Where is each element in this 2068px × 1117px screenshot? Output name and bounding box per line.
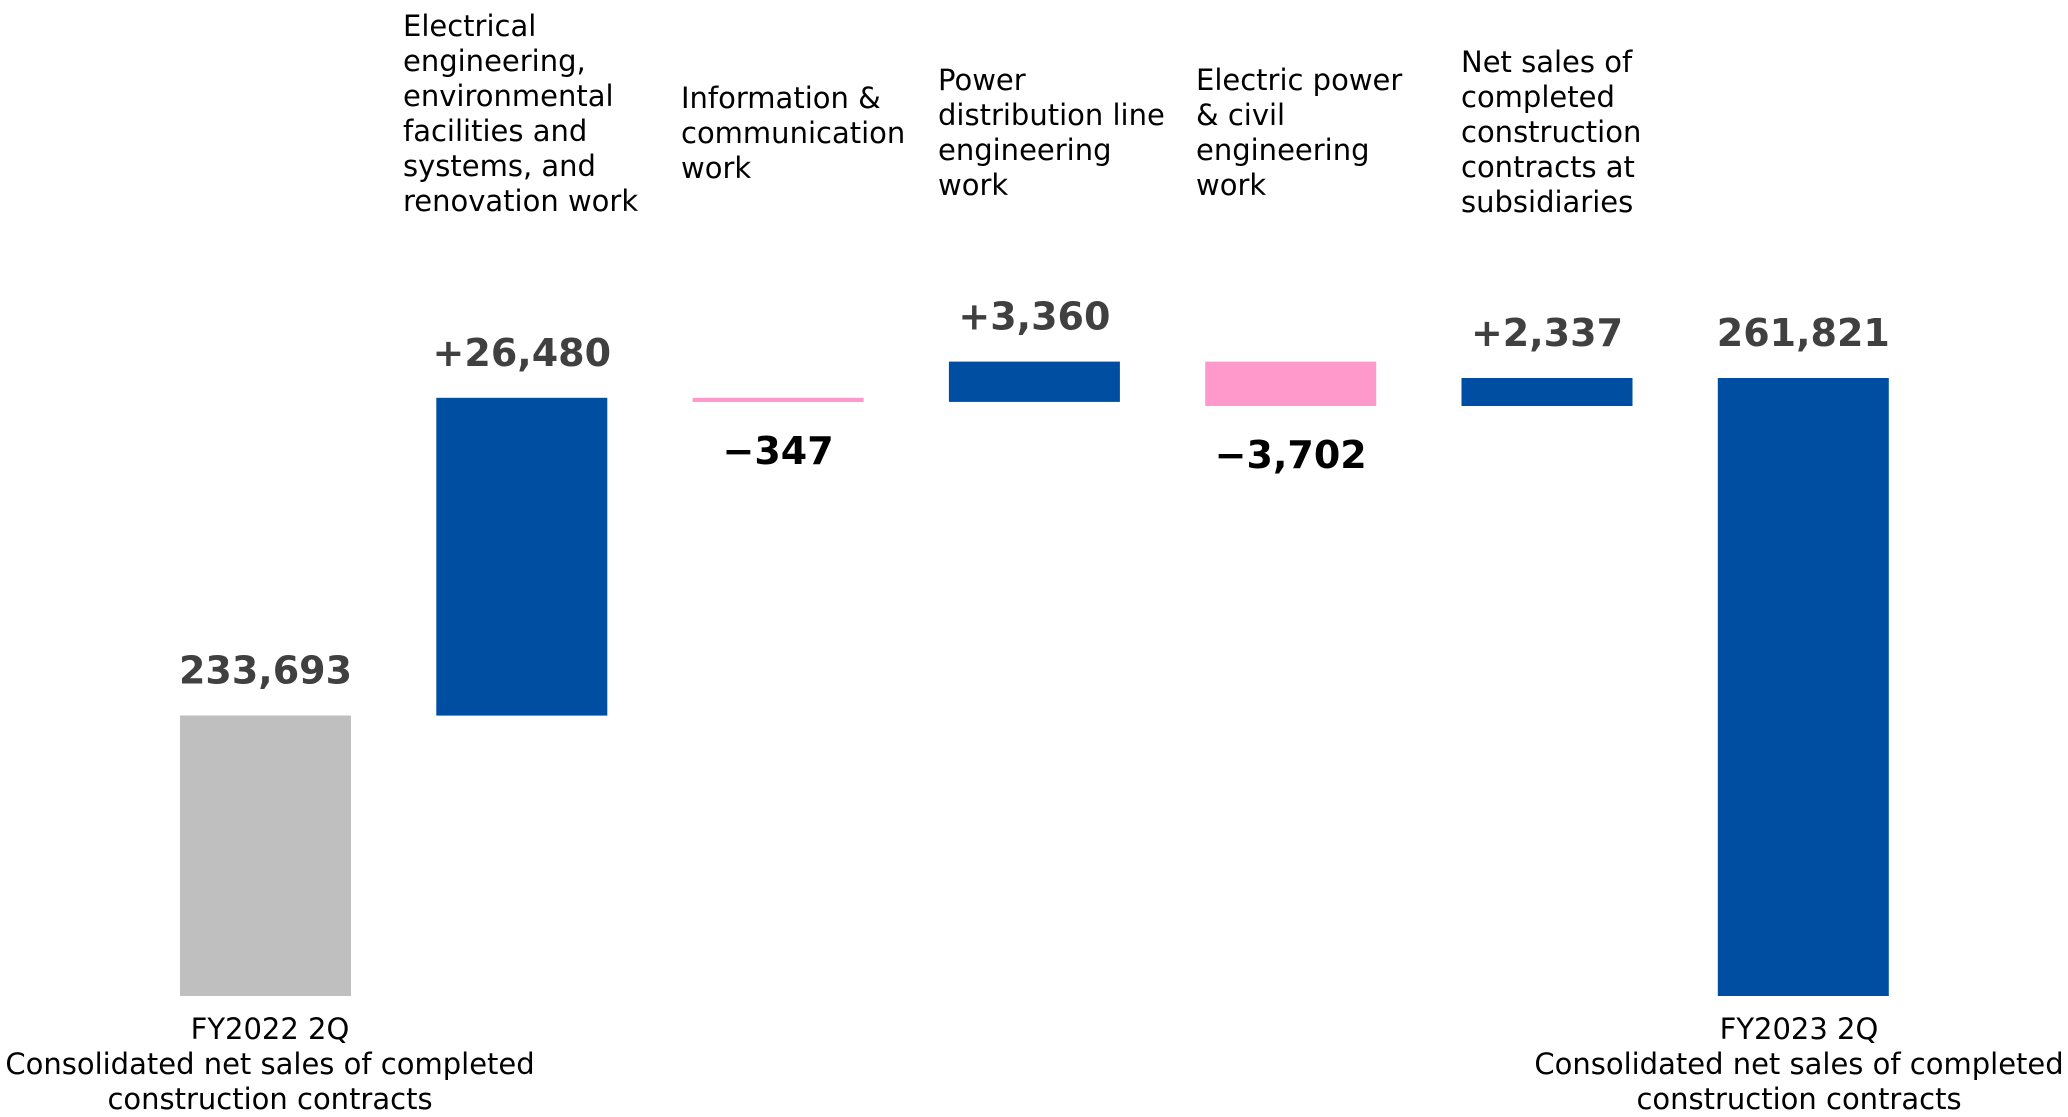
- value-label-5: +2,337: [1471, 311, 1623, 355]
- category-label-electric-power-civil: Electric power & civil engineering work: [1196, 63, 1403, 202]
- value-label-1: +26,480: [433, 331, 611, 375]
- bar-5: [1461, 378, 1633, 406]
- bar-0: [180, 715, 351, 996]
- value-label-6: 261,821: [1717, 311, 1890, 355]
- bar-2: [692, 397, 864, 402]
- value-label-3: +3,360: [958, 295, 1110, 339]
- bar-3: [948, 361, 1120, 402]
- bar-6: [1717, 378, 1889, 996]
- value-label-0: 233,693: [179, 649, 352, 693]
- category-label-power-distribution: Power distribution line engineering work: [938, 63, 1165, 202]
- bar-1: [436, 397, 608, 716]
- category-label-fy2023: FY2023 2Q Consolidated net sales of comp…: [1534, 1012, 2064, 1116]
- category-label-fy2022: FY2022 2Q Consolidated net sales of comp…: [5, 1012, 535, 1116]
- category-label-information-communication: Information & communication work: [681, 81, 906, 185]
- category-label-electrical-engineering: Electrical engineering, environmental fa…: [403, 9, 639, 218]
- value-label-2: −347: [723, 429, 834, 473]
- value-label-4: −3,702: [1215, 433, 1367, 477]
- bar-4: [1205, 361, 1377, 406]
- category-label-subsidiaries: Net sales of completed construction cont…: [1461, 45, 1642, 219]
